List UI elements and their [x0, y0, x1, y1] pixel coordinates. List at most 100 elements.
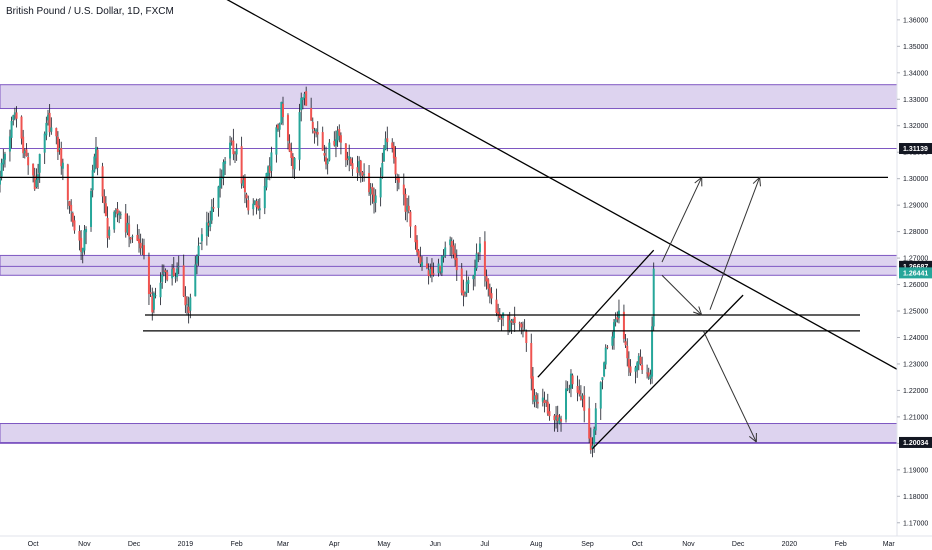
projection-arrow-1: [661, 176, 703, 263]
x-tick-label: Mar: [277, 541, 290, 548]
price-badge: 1.31139: [899, 143, 932, 155]
candle-body-up: [195, 256, 198, 264]
candle-body-down: [339, 135, 342, 143]
candle-body-up: [93, 156, 96, 172]
candle-body-down: [124, 213, 127, 233]
candle-body-up: [91, 170, 94, 191]
y-tick-label: 1.32000: [903, 123, 928, 130]
price-badge-label: 1.26687: [903, 264, 928, 271]
candle-body-down: [313, 130, 316, 134]
candle-body-up: [315, 129, 318, 132]
y-tick-label: 1.35000: [903, 44, 928, 51]
y-tick-label: 1.17000: [903, 520, 928, 527]
candle-body-up: [637, 355, 640, 365]
candle-body-down: [15, 112, 18, 119]
candle-body-up: [141, 246, 144, 248]
candle-body-down: [450, 241, 453, 247]
candle-body-down: [187, 306, 190, 313]
candle-body-up: [358, 161, 361, 172]
candle-body-down: [316, 132, 319, 135]
lines-layer: [0, 0, 898, 450]
candle-body-down: [128, 224, 131, 237]
candle-body-up: [293, 157, 296, 170]
candle-body-up: [35, 179, 38, 188]
candle-body-down: [579, 395, 582, 400]
candle-body-up: [328, 142, 331, 161]
candle-body-down: [439, 265, 442, 272]
candle-body-up: [280, 101, 283, 124]
arrow-head: [759, 177, 761, 187]
candle-body-up: [58, 147, 61, 151]
candle-body-up: [177, 266, 180, 268]
arrow-shaft: [709, 177, 761, 310]
price-badge-background: [899, 436, 932, 448]
candle-body-down: [20, 116, 23, 139]
candle-body-up: [298, 112, 301, 160]
candle-body-up: [429, 269, 432, 275]
candle-body-up: [381, 162, 384, 177]
candle-body-down: [245, 194, 248, 199]
candle-body-up: [508, 320, 511, 332]
candle-body-up: [209, 220, 212, 228]
candle-body-down: [33, 175, 36, 190]
x-tick-label: Dec: [732, 541, 745, 548]
candle-body-up: [442, 255, 445, 258]
chart-title: British Pound / U.S. Dollar, 1D, FXCM: [6, 6, 174, 17]
candle-body-up: [591, 445, 594, 449]
time-axis-background: [0, 536, 932, 550]
candle-body-down: [606, 346, 609, 348]
candle-body-up: [473, 267, 476, 276]
candle-body-down: [373, 194, 376, 202]
candle-body-up: [603, 362, 606, 377]
candle-body-up: [581, 395, 584, 400]
price-badge-background: [899, 267, 932, 279]
candle-body-up: [614, 319, 617, 323]
candle-body-down: [232, 140, 235, 155]
candle-body-down: [485, 276, 488, 282]
candle-body-down: [455, 257, 458, 271]
x-tick-label: Sep: [581, 541, 594, 548]
candle-body-down: [530, 343, 533, 379]
candle-body-up: [449, 239, 452, 246]
candle-body-up: [161, 274, 164, 282]
candle-body-down: [311, 121, 314, 130]
candle-body-down: [136, 234, 139, 241]
candle-body-down: [425, 263, 428, 268]
candle-body-down: [627, 359, 630, 368]
candle-body-up: [303, 93, 306, 99]
candle-body-up: [634, 367, 637, 372]
zone-band-3: [0, 423, 898, 444]
candle-body-down: [629, 366, 632, 373]
candle-body-up: [379, 177, 382, 198]
candle-body-down: [513, 316, 516, 323]
candle-body-down: [139, 242, 142, 249]
y-tick-label: 1.29000: [903, 203, 928, 210]
x-tick-label: Aug: [530, 541, 543, 548]
candle-body-up: [444, 247, 447, 256]
candle-body-down: [483, 241, 486, 276]
candle-body-up: [176, 268, 179, 278]
candle-body-up: [636, 362, 639, 371]
candle-body-up: [197, 245, 200, 256]
candle-body-up: [162, 272, 165, 274]
candle-body-down: [151, 295, 154, 313]
candle-body-up: [265, 173, 268, 188]
candle-body-up: [555, 417, 558, 420]
candle-body-down: [321, 132, 324, 151]
candle-body-down: [414, 225, 417, 243]
x-tick-label: Dec: [128, 541, 141, 548]
candle-body-up: [301, 97, 304, 101]
arrow-head: [693, 311, 702, 316]
candle-body-down: [396, 176, 399, 181]
candle-body-down: [452, 245, 455, 255]
candle-body-up: [229, 142, 232, 159]
candle-body-up: [113, 211, 116, 230]
candle-body-up: [478, 243, 481, 253]
candle-body-down: [129, 237, 132, 240]
candle-body-down: [243, 177, 246, 193]
price-badge: 1.20034: [899, 436, 932, 448]
candle-body-down: [646, 372, 649, 374]
candle-body-up: [369, 188, 372, 195]
